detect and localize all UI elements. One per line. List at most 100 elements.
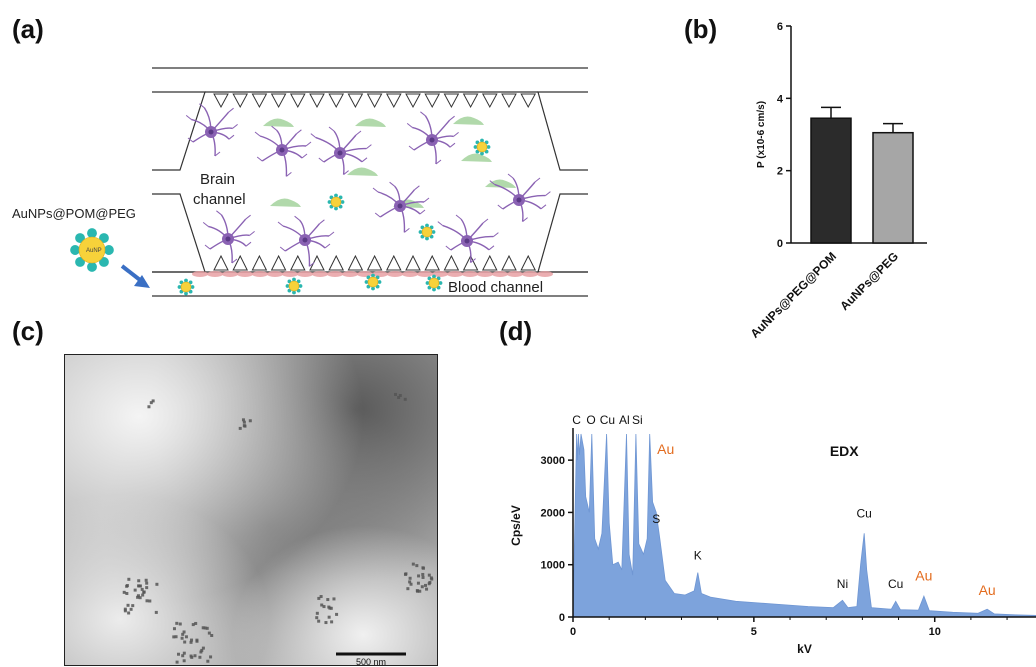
top-pillar	[481, 93, 498, 109]
edx-peak-label: S	[652, 512, 660, 526]
nanoparticle	[418, 223, 436, 241]
nanoparticle	[327, 193, 345, 211]
top-pillar	[213, 93, 229, 109]
bar-y-tick-label: 0	[777, 238, 783, 250]
panel-label-b: (b)	[684, 14, 718, 44]
blood-cell	[477, 271, 493, 277]
edx-x-tick-label: 0	[570, 626, 576, 638]
blood-cell	[372, 271, 388, 277]
bottom-pillar	[501, 254, 517, 271]
nanoparticle-label: AuNPs@POM@PEG	[12, 206, 136, 221]
blood-cell	[297, 271, 313, 277]
blood-cell	[357, 271, 373, 277]
aunp-core-label: AuNP	[86, 248, 102, 254]
blood-cell	[417, 271, 433, 277]
astrocyte-cell	[461, 153, 492, 162]
top-pillar	[232, 93, 249, 109]
panel-label-c: (c)	[12, 316, 44, 346]
edx-peak-label: C	[572, 413, 581, 427]
blood-channel-label: Blood channel	[448, 279, 543, 296]
bar-category-label: AuNPs@PEG@POM	[748, 249, 840, 341]
top-pillar	[462, 93, 479, 109]
neuron-cell	[310, 126, 372, 175]
aunp-conjugate-icon	[70, 228, 114, 272]
bottom-pillar	[309, 254, 325, 271]
top-pillar	[385, 93, 402, 109]
blood-cell	[507, 271, 523, 277]
edx-peak-label: Cu	[600, 413, 615, 427]
top-pillar	[289, 93, 306, 109]
brain-channel-label: Brain	[200, 171, 235, 188]
panel-label-d: (d)	[499, 316, 533, 346]
edx-axes: 0 1000 2000 3000 0 5 10	[541, 428, 1036, 638]
bottom-pillar	[520, 254, 537, 271]
edx-xlabel: kV	[797, 642, 812, 656]
bar-chart-ylabel: P (x10-6 cm/s)	[756, 101, 767, 168]
edx-ylabel: Cps/eV	[509, 505, 523, 546]
nanoparticle	[425, 274, 443, 292]
top-pillar	[501, 93, 517, 109]
blood-cell	[387, 271, 403, 277]
neuron-cell	[185, 103, 238, 157]
bottom-pillar-row	[213, 254, 537, 271]
nanoparticle	[473, 138, 491, 156]
bottom-pillar	[270, 254, 287, 271]
edx-peak-label: Cu	[888, 577, 903, 591]
aunp-conjugate	[70, 228, 114, 272]
edx-y-tick-label: 2000	[541, 507, 565, 519]
top-pillar	[270, 93, 287, 109]
neuron-cell	[372, 181, 430, 233]
edx-spectrum-chart: 0 1000 2000 3000 0 5 10 C O Cu Al Si Au S K Cu Ni Cu Au Au…	[509, 413, 1036, 656]
astrocyte-cell	[263, 118, 294, 127]
edx-y-tick-label: 3000	[541, 455, 565, 467]
edx-y-tick-label: 0	[559, 612, 565, 624]
blood-cell	[207, 271, 223, 277]
blood-cell	[432, 271, 448, 277]
edx-peak-label: Au	[657, 441, 674, 457]
bar-y-tick-label: 6	[777, 21, 783, 33]
bar-category-label: AuNPs@PEG	[837, 249, 901, 313]
blood-cell	[192, 271, 208, 277]
bar	[810, 117, 852, 244]
bbb-chip-diagram: Brain channel Blood channel AuNPs@POM@PE…	[12, 67, 588, 297]
bottom-pillar	[328, 254, 345, 271]
edx-peak-labels: C O Cu Al Si Au S K Cu Ni Cu Au Au	[572, 413, 995, 598]
neuron-cell	[406, 111, 459, 165]
nanoparticles	[177, 138, 491, 296]
edx-peak-label: Al	[619, 413, 630, 427]
bottom-pillar	[481, 254, 498, 271]
nanoparticle	[177, 278, 195, 296]
astrocyte-cell	[347, 167, 378, 176]
edx-spectrum-area	[572, 433, 1036, 618]
edx-plot-area	[572, 433, 1036, 618]
blood-cell	[402, 271, 418, 277]
astrocyte-cell	[485, 179, 516, 188]
edx-peak-label: Ni	[837, 577, 848, 591]
astrocyte-cell	[270, 198, 301, 207]
bottom-pillar	[251, 254, 268, 271]
neuron-cell	[277, 215, 335, 267]
bar-y-tick-label: 4	[777, 93, 784, 105]
micrograph-specks	[122, 392, 434, 664]
top-pillar-row	[213, 93, 537, 109]
blood-cell	[222, 271, 238, 277]
bottom-pillar	[232, 254, 249, 271]
bottom-pillar	[347, 254, 364, 271]
blood-cell	[252, 271, 268, 277]
blood-cell	[462, 271, 478, 277]
top-pillar	[347, 93, 364, 109]
blood-cell	[522, 271, 538, 277]
blood-cell	[492, 271, 508, 277]
blood-cell	[447, 271, 463, 277]
blood-cell	[267, 271, 283, 277]
edx-peak-label: Cu	[857, 507, 872, 521]
bar	[872, 131, 914, 244]
astrocyte-cell	[355, 118, 386, 127]
tem-micrograph: 500 nm	[64, 354, 438, 667]
bottom-pillar	[462, 254, 479, 271]
bottom-pillar	[424, 254, 441, 271]
neuron-cell	[202, 210, 255, 264]
top-pillar	[443, 93, 460, 109]
edx-peak-label: K	[694, 548, 702, 562]
